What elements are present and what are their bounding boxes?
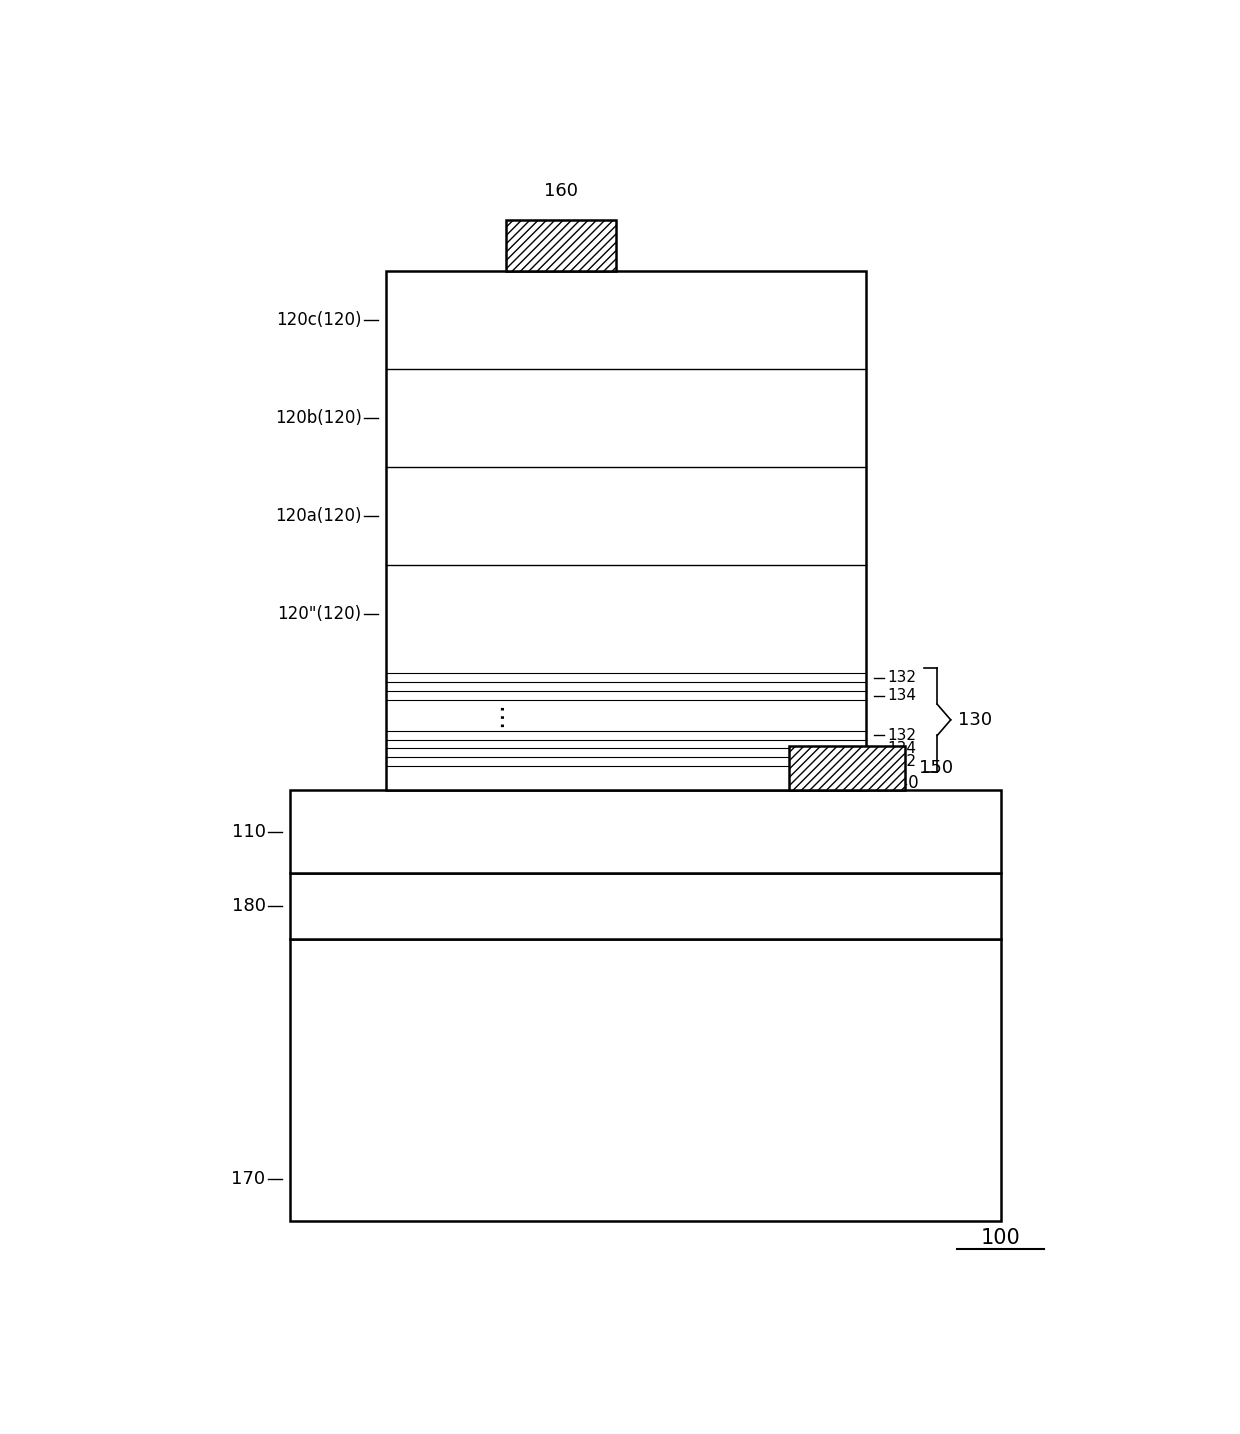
Text: 130: 130 (959, 711, 992, 728)
Bar (290, 790, 1001, 873)
Text: 170: 170 (232, 1170, 265, 1187)
Text: 132: 132 (888, 754, 916, 769)
Bar (789, 746, 904, 790)
Text: ⋯: ⋯ (489, 701, 513, 727)
Text: 100: 100 (981, 1228, 1021, 1248)
Text: 110: 110 (232, 823, 265, 840)
Bar (506, 219, 616, 271)
Text: 120b(120): 120b(120) (275, 409, 362, 427)
Text: 132: 132 (888, 727, 916, 743)
Text: 134: 134 (888, 741, 916, 756)
Text: 140: 140 (888, 774, 919, 792)
Text: 150: 150 (919, 760, 954, 777)
Text: 180: 180 (232, 898, 265, 915)
Text: 134: 134 (888, 688, 916, 703)
Text: 120a(120): 120a(120) (275, 508, 362, 525)
Bar (290, 873, 1001, 939)
Text: 132: 132 (888, 671, 916, 685)
Text: 120c(120): 120c(120) (277, 311, 362, 330)
Text: 160: 160 (544, 182, 578, 199)
Bar (386, 271, 866, 790)
Text: 120"(120): 120"(120) (278, 605, 362, 624)
Bar (290, 939, 1001, 1222)
